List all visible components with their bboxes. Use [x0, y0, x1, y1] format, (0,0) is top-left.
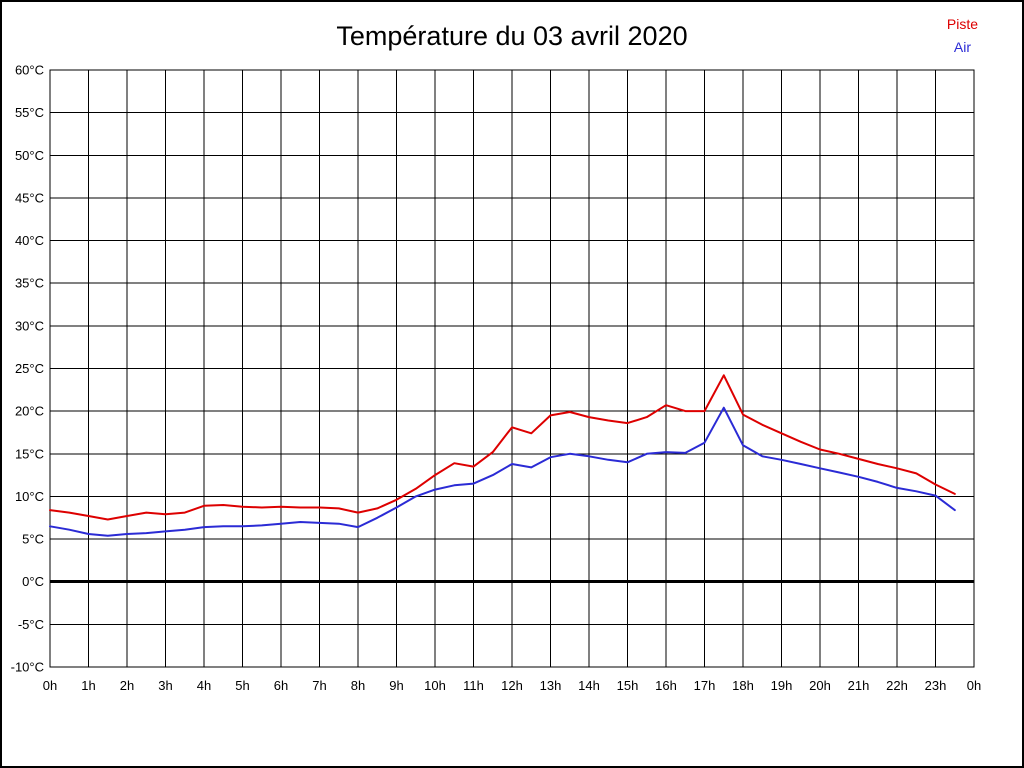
- x-tick-label: 9h: [389, 678, 403, 693]
- y-tick-label: 10°C: [15, 489, 44, 504]
- y-tick-label: 30°C: [15, 318, 44, 333]
- series-line-air: [49, 406, 956, 537]
- x-tick-label: 23h: [925, 678, 947, 693]
- x-tick-label: 1h: [81, 678, 95, 693]
- x-tick-label: 21h: [848, 678, 870, 693]
- x-tick-label: 3h: [158, 678, 172, 693]
- x-tick-label: 0h: [967, 678, 981, 693]
- x-tick-label: 18h: [732, 678, 754, 693]
- legend-label-air: Air: [953, 39, 971, 55]
- x-tick-label: 7h: [312, 678, 326, 693]
- x-tick-label: 6h: [274, 678, 288, 693]
- y-tick-label: -10°C: [11, 660, 44, 675]
- y-tick-label: 50°C: [15, 148, 44, 163]
- x-tick-label: 12h: [501, 678, 523, 693]
- x-tick-label: 10h: [424, 678, 446, 693]
- x-tick-label: 16h: [655, 678, 677, 693]
- y-tick-label: 60°C: [15, 63, 44, 78]
- y-tick-label: 45°C: [15, 190, 44, 205]
- x-tick-label: 4h: [197, 678, 211, 693]
- x-tick-label: 15h: [617, 678, 639, 693]
- chart-title: Température du 03 avril 2020: [336, 21, 688, 51]
- x-tick-label: 5h: [235, 678, 249, 693]
- x-tick-label: 11h: [463, 678, 484, 693]
- series-line-piste: [49, 374, 956, 521]
- y-tick-label: 25°C: [15, 361, 44, 376]
- legend-item-air: Air: [947, 36, 978, 59]
- y-tick-label: 40°C: [15, 233, 44, 248]
- y-tick-label: 5°C: [22, 532, 44, 547]
- legend-label-piste: Piste: [946, 16, 978, 32]
- y-tick-label: 15°C: [15, 446, 44, 461]
- x-tick-label: 8h: [351, 678, 365, 693]
- x-tick-label: 0h: [43, 678, 57, 693]
- x-tick-label: 20h: [809, 678, 831, 693]
- x-tick-label: 14h: [578, 678, 600, 693]
- plot-border: [49, 69, 975, 668]
- y-tick-label: 55°C: [15, 105, 44, 120]
- y-tick-label: 0°C: [22, 574, 44, 589]
- y-tick-label: -5°C: [18, 617, 44, 632]
- legend-item-piste: Piste: [947, 13, 978, 36]
- y-tick-label: 35°C: [15, 276, 44, 291]
- x-tick-label: 2h: [120, 678, 134, 693]
- x-tick-label: 17h: [694, 678, 716, 693]
- chart-legend: Piste Air: [947, 13, 978, 59]
- x-tick-label: 19h: [771, 678, 793, 693]
- x-tick-label: 22h: [886, 678, 908, 693]
- x-tick-label: 13h: [540, 678, 562, 693]
- y-tick-label: 20°C: [15, 404, 44, 419]
